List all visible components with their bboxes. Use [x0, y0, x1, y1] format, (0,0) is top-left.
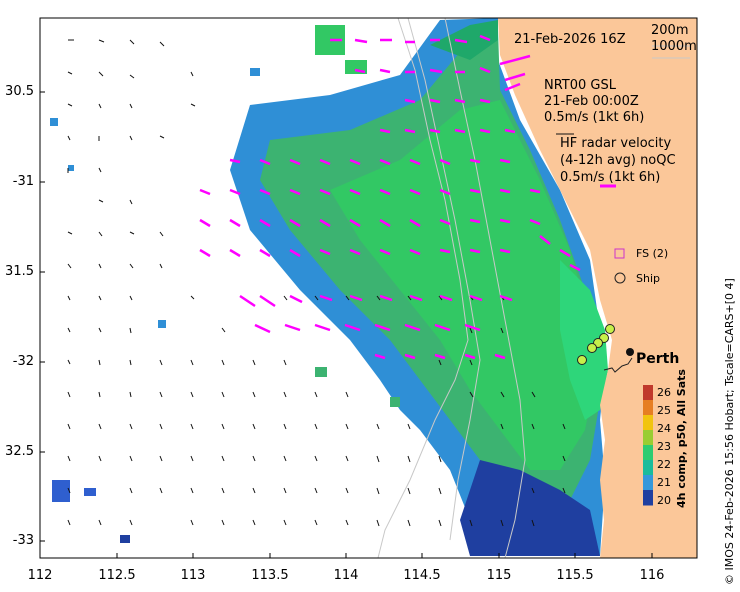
model-scale: 0.5m/s (1kt 6h) — [544, 110, 645, 125]
river-outline — [603, 357, 633, 373]
fs-legend-icon — [614, 248, 625, 259]
colorbar-title: 4h comp, p50, All Sats — [675, 369, 688, 508]
perth-marker — [626, 348, 634, 356]
plot-frame — [39, 17, 698, 559]
colorbar-tick-label: 20 — [657, 494, 671, 507]
colorbar-segment — [643, 385, 653, 401]
colorbar — [643, 385, 653, 506]
ship-markers — [577, 324, 615, 365]
radar-velocity-arrows — [199, 34, 581, 360]
fs-legend-label: FS (2) — [636, 247, 669, 260]
y-tick-label: 32.5 — [5, 444, 34, 459]
colorbar-tick-label: 22 — [657, 458, 671, 471]
colorbar-segment — [643, 430, 653, 446]
colorbar-tick-label: 24 — [657, 422, 671, 435]
colorbar-tick-label: 26 — [657, 386, 671, 399]
bathymetry-contours — [377, 17, 526, 559]
colorbar-segment — [643, 490, 653, 506]
x-tick-label: 114.5 — [403, 568, 441, 583]
x-tick-label: 113.5 — [251, 568, 289, 583]
model-name: NRT00 GSL — [544, 78, 616, 93]
city-label: Perth — [636, 351, 680, 367]
depth-1000-label: 1000m — [651, 39, 697, 54]
colorbar-segment — [643, 460, 653, 476]
y-tick-label: -32 — [12, 354, 34, 369]
ship-legend-icon — [614, 272, 626, 284]
radar-title: HF radar velocity — [560, 136, 672, 151]
y-tick-label: 31.5 — [5, 264, 34, 279]
credit-label: © IMOS 24-Feb-2026 15:56 Hobart; Tscale=… — [723, 278, 736, 585]
model-date: 21-Feb 00:00Z — [544, 94, 639, 109]
sst-swath — [50, 18, 608, 556]
colorbar-segment — [643, 475, 653, 491]
colorbar-segment — [643, 445, 653, 461]
x-tick-label: 112.5 — [98, 568, 136, 583]
colorbar-tick-label: 25 — [657, 404, 671, 417]
model-velocity-arrows — [67, 39, 566, 527]
x-tick-label: 115 — [486, 568, 512, 583]
axis-ticks — [39, 91, 653, 558]
x-tick-label: 114 — [333, 568, 359, 583]
timestamp-label: 21-Feb-2026 16Z — [514, 32, 626, 47]
colorbar-segment — [643, 415, 653, 431]
x-tick-label: 112 — [27, 568, 53, 583]
colorbar-segment — [643, 400, 653, 416]
radar-scale: 0.5m/s (1kt 6h) — [560, 170, 661, 185]
x-tick-label: 115.5 — [556, 568, 594, 583]
colorbar-tick-label: 23 — [657, 440, 671, 453]
y-tick-label: -31 — [12, 174, 34, 189]
x-tick-label: 116 — [639, 568, 665, 583]
x-tick-label: 113 — [180, 568, 206, 583]
y-tick-label: 30.5 — [5, 84, 34, 99]
colorbar-tick-label: 21 — [657, 476, 671, 489]
y-tick-label: -33 — [12, 533, 34, 548]
depth-200-label: 200m — [651, 23, 689, 38]
ship-legend-label: Ship — [636, 272, 660, 285]
radar-subtitle: (4-12h avg) noQC — [560, 153, 676, 168]
